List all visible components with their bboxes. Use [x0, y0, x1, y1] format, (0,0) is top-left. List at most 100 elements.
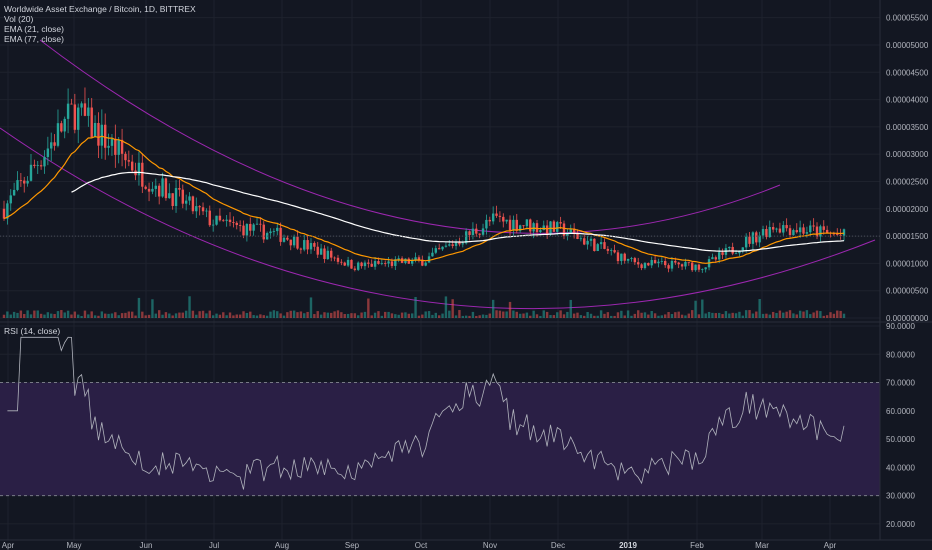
volume-bar [104, 313, 107, 318]
candle-body [542, 225, 545, 231]
volume-bar [728, 313, 731, 318]
candle-body [684, 261, 687, 267]
volume-bar [232, 315, 235, 318]
candle-body [694, 264, 697, 271]
volume-bar [532, 310, 535, 318]
candle-body [704, 267, 707, 270]
candle-body [535, 223, 539, 233]
volume-bar [758, 299, 761, 318]
volume-bar [259, 314, 262, 318]
volume-bar [43, 314, 46, 318]
candle-body [559, 222, 562, 224]
candle-body [77, 107, 80, 130]
candle-body [633, 258, 637, 263]
volume-bar [390, 313, 394, 318]
candle-body [664, 261, 667, 266]
price-tick-label: 0.00004000 [886, 96, 929, 105]
volume-bar [343, 313, 346, 318]
candle-body [640, 264, 643, 269]
candle-body [330, 250, 333, 258]
volume-bar [549, 315, 552, 318]
candle-body [488, 219, 491, 222]
candle-body [687, 261, 691, 263]
volume-bar [9, 314, 12, 318]
candle-body [306, 240, 309, 250]
volume-bar [353, 313, 357, 318]
volume-bar [296, 312, 299, 318]
candle-body [117, 139, 120, 155]
channel-upper [39, 39, 781, 234]
volume-bar [761, 313, 765, 318]
candle-body [836, 233, 839, 235]
volume-bar [704, 313, 707, 318]
candle-body [731, 246, 734, 254]
price-tick-label: 0.00003000 [886, 150, 929, 159]
volume-bar [437, 315, 441, 318]
candle-body [225, 219, 228, 221]
legend-ema77: EMA (77, close) [4, 34, 64, 44]
volume-bar [451, 299, 454, 318]
volume-bar [576, 312, 579, 318]
volume-bar [39, 313, 43, 318]
candle-body [468, 231, 471, 235]
volume-bar [370, 315, 373, 318]
candle-body [56, 123, 60, 146]
candle-body [613, 250, 616, 253]
volume-bar [171, 315, 174, 318]
volume-bar [471, 311, 475, 318]
candle-body [593, 238, 596, 252]
volume-bar [788, 310, 792, 318]
volume-bar [610, 315, 613, 318]
time-tick-label: Sep [345, 541, 360, 550]
candle-body [690, 262, 694, 271]
candle-body [437, 248, 441, 250]
volume-bar [198, 311, 201, 318]
rsi-line [7, 336, 845, 490]
candle-body [286, 237, 289, 240]
volume-bar [626, 310, 630, 318]
candle-body [812, 225, 815, 227]
candle-body [343, 262, 346, 266]
volume-bar [795, 314, 798, 318]
volume-bar [333, 311, 336, 318]
candle-body [589, 238, 593, 241]
candle-body [586, 240, 589, 245]
volume-bar [421, 314, 424, 318]
time-tick-label: Apr [2, 541, 15, 550]
volume-bar [201, 310, 205, 318]
volume-bar [448, 310, 451, 318]
volume-bar [117, 315, 120, 318]
candle-body [424, 262, 427, 266]
volume-bar [809, 314, 812, 318]
rsi-tick-label: 30.0000 [886, 492, 915, 501]
volume-bar [26, 310, 29, 318]
volume-bar [832, 313, 836, 318]
volume-bar [657, 315, 660, 318]
ema-21-line [3, 135, 845, 264]
candle-body [174, 188, 178, 207]
volume-bar [825, 315, 829, 318]
candle-body [508, 219, 512, 231]
candle-body [421, 259, 424, 266]
volume-bar [174, 313, 178, 318]
volume-bar [721, 314, 724, 318]
candle-body [238, 225, 242, 226]
candle-body [87, 107, 90, 116]
volume-bar [252, 315, 255, 318]
volume-bars [2, 296, 846, 318]
volume-bar [498, 310, 502, 318]
volume-bar [330, 312, 333, 318]
candle-body [157, 185, 161, 197]
volume-bar [738, 311, 741, 318]
candle-body [576, 232, 579, 239]
volume-bar [120, 313, 124, 318]
candle-body [758, 235, 761, 243]
volume-bar [640, 312, 643, 318]
candle-body [458, 242, 461, 245]
candle-body [377, 261, 380, 264]
price-tick-label: 0.00002500 [886, 177, 929, 186]
candle-body [539, 230, 542, 233]
candle-body [168, 193, 171, 199]
candle-body [50, 142, 53, 149]
